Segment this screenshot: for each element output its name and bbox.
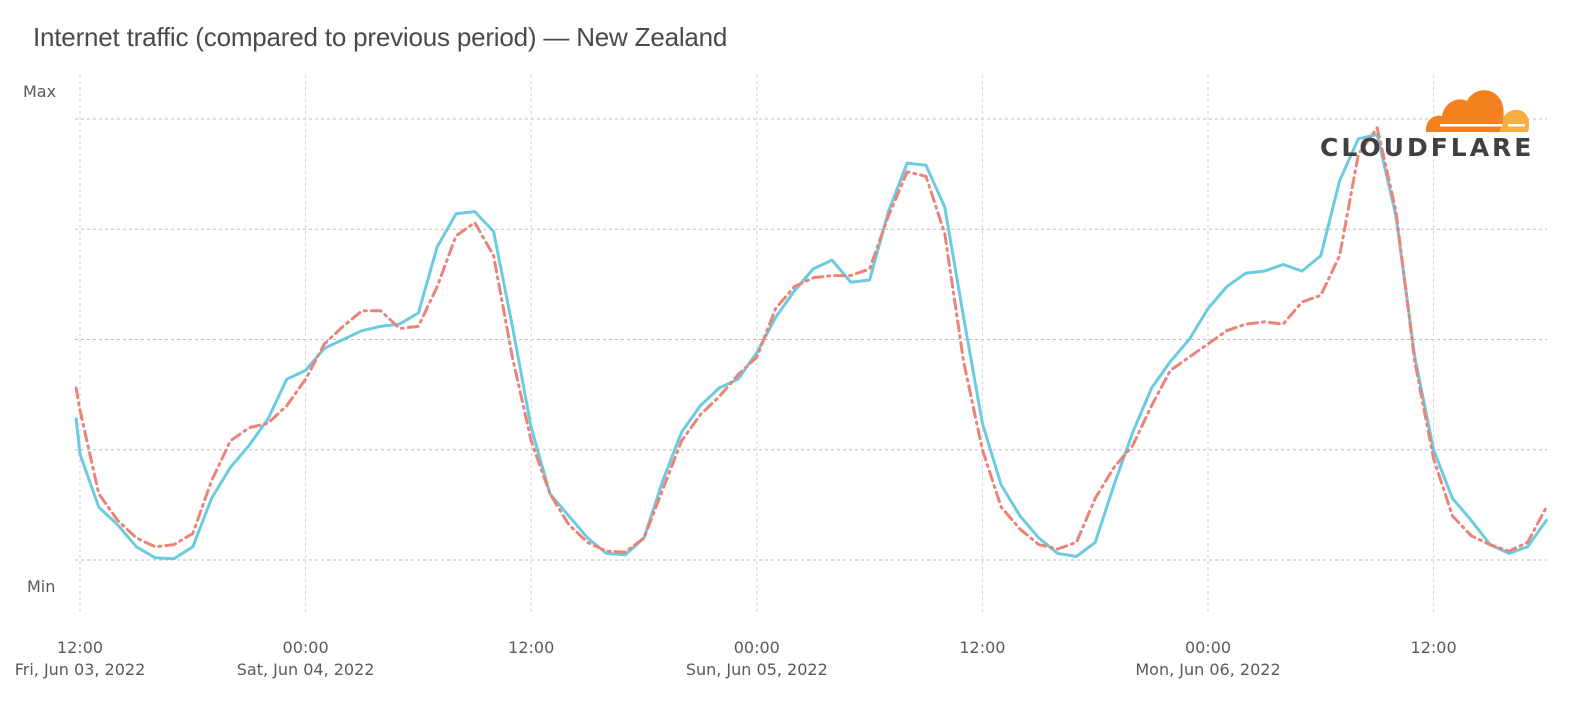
x-tick-time-label: 12:00 [57, 638, 103, 657]
cloudflare-logo: CLOUDFLARE [1320, 90, 1534, 162]
grid-layer [75, 75, 1547, 615]
y-axis-labels: Max Min [23, 82, 56, 596]
cloudflare-wordmark: CLOUDFLARE [1320, 133, 1534, 162]
x-tick-date-label: Sat, Jun 04, 2022 [237, 660, 375, 679]
x-tick-time-label: 12:00 [959, 638, 1005, 657]
x-tick-time-label: 00:00 [1185, 638, 1231, 657]
x-tick-date-label: Sun, Jun 05, 2022 [686, 660, 828, 679]
x-axis-labels: 12:00 Fri, Jun 03, 2022 00:00 Sat, Jun 04, … [15, 638, 1457, 679]
chart-title: Internet traffic (compared to previous p… [33, 22, 728, 52]
cloud-highlight-line-small [1508, 124, 1525, 127]
x-tick-time-label: 12:00 [1411, 638, 1457, 657]
previous-period-series-line [74, 126, 1548, 554]
series-layer [74, 126, 1548, 561]
cloud-highlight-line [1440, 124, 1502, 127]
x-tick-time-label: 00:00 [283, 638, 329, 657]
current-period-series-line [74, 132, 1548, 561]
x-tick-time-label: 12:00 [508, 638, 554, 657]
x-tick-time-label: 00:00 [734, 638, 780, 657]
x-tick-date-label: Mon, Jun 06, 2022 [1135, 660, 1280, 679]
cloudflare-cloud-icon [1425, 90, 1530, 132]
cloud-main-segment [1425, 90, 1504, 132]
y-tick-label-min: Min [27, 577, 55, 596]
y-tick-label-max: Max [23, 82, 56, 101]
x-tick-date-label: Fri, Jun 03, 2022 [15, 660, 146, 679]
